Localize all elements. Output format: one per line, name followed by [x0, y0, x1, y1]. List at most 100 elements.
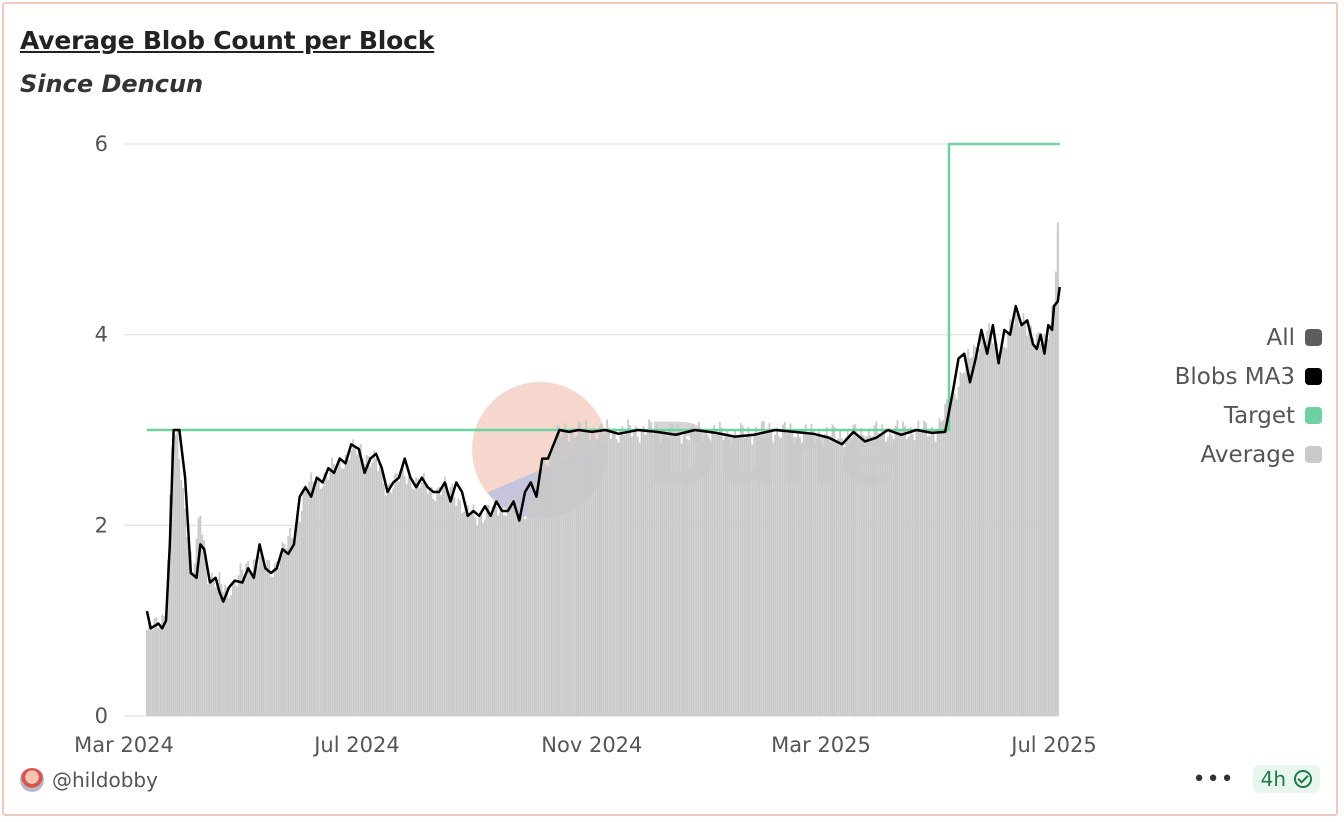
average-bar [997, 360, 1000, 716]
average-bar [615, 439, 618, 716]
average-bar [707, 438, 710, 716]
legend-item[interactable]: Blobs MA3 [1175, 357, 1322, 396]
average-bar [440, 494, 442, 716]
average-bar [951, 391, 954, 716]
chart-title[interactable]: Average Blob Count per Block [20, 26, 435, 55]
average-bar [1016, 313, 1019, 716]
average-bar [182, 487, 185, 716]
average-bar [266, 560, 269, 716]
average-bar [818, 431, 821, 716]
legend-label: Average [1200, 441, 1295, 468]
average-bar [802, 429, 805, 716]
average-bar [991, 343, 994, 716]
average-bar [363, 464, 366, 716]
average-bar [959, 371, 962, 716]
average-bar [728, 439, 731, 716]
average-bar [188, 547, 190, 716]
average-bar [982, 341, 985, 716]
average-bar [1020, 324, 1023, 716]
average-bar [249, 572, 251, 716]
average-bar [233, 581, 236, 716]
average-bar [501, 503, 504, 716]
average-bar [398, 481, 400, 716]
average-bar [852, 424, 855, 716]
average-bar [711, 429, 714, 716]
average-bar [231, 581, 234, 716]
average-bar [524, 518, 526, 716]
average-bar [432, 498, 435, 716]
average-bar [759, 435, 761, 716]
average-bar [820, 439, 822, 716]
average-bar [634, 425, 637, 716]
average-bar [715, 434, 717, 716]
average-bar [317, 477, 320, 716]
average-bar [195, 538, 198, 716]
average-bar [216, 578, 219, 716]
average-bar [273, 563, 276, 716]
average-bar [294, 524, 297, 716]
average-bar [644, 434, 647, 716]
average-bar [571, 427, 574, 716]
average-bar [902, 421, 905, 716]
author-link[interactable]: @hildobby [20, 768, 158, 792]
average-bar [1043, 333, 1046, 716]
average-bar [785, 433, 788, 716]
average-bar [464, 501, 467, 716]
average-bar [888, 427, 891, 716]
average-bar [984, 344, 987, 716]
average-bar [184, 508, 187, 716]
more-options-button[interactable]: ••• [1192, 766, 1235, 792]
average-bar [747, 427, 750, 716]
average-bar [860, 427, 863, 716]
average-bar [1005, 348, 1008, 716]
average-bar [514, 497, 517, 716]
average-bar [583, 427, 586, 716]
average-bar [180, 479, 183, 716]
average-bar [1055, 271, 1057, 716]
legend-item[interactable]: Average [1175, 435, 1322, 474]
average-bar [686, 439, 689, 716]
average-bar [923, 420, 926, 716]
average-bar [825, 427, 828, 716]
average-bar [167, 560, 169, 716]
average-bar [527, 500, 530, 716]
average-bar [338, 457, 341, 716]
average-bar [925, 422, 927, 716]
average-bar [474, 517, 477, 716]
legend-item[interactable]: Target [1175, 396, 1322, 435]
refresh-badge[interactable]: 4h [1252, 765, 1320, 793]
average-bar [1012, 325, 1015, 716]
average-bar [545, 464, 547, 716]
average-bar [476, 525, 479, 716]
average-bar [411, 488, 414, 716]
average-bar [724, 436, 727, 716]
average-bar [655, 423, 658, 716]
average-bar [699, 429, 702, 716]
author-username: @hildobby [52, 768, 158, 792]
blobs-ma3-line [145, 286, 1061, 630]
average-bar [193, 563, 196, 716]
average-bar [972, 345, 975, 716]
legend-label: Blobs MA3 [1174, 363, 1295, 390]
average-bar [174, 435, 177, 716]
average-bar [720, 427, 723, 716]
average-bar [789, 423, 792, 716]
average-bar [356, 454, 358, 716]
average-bar [1009, 319, 1011, 716]
average-bar [304, 485, 307, 716]
average-bar [877, 433, 880, 716]
average-bar [506, 502, 509, 716]
legend-swatch [1305, 368, 1322, 385]
average-bar [336, 460, 339, 716]
average-bar [695, 431, 698, 716]
average-bar [673, 434, 675, 716]
average-bar [713, 425, 715, 716]
average-bar [503, 515, 505, 716]
average-bar [988, 323, 990, 716]
average-bar [319, 488, 322, 716]
average-bar [594, 438, 597, 716]
average-bar [554, 441, 557, 716]
legend-item[interactable]: All [1175, 318, 1322, 357]
average-bar [611, 433, 614, 716]
average-bar [638, 442, 641, 716]
